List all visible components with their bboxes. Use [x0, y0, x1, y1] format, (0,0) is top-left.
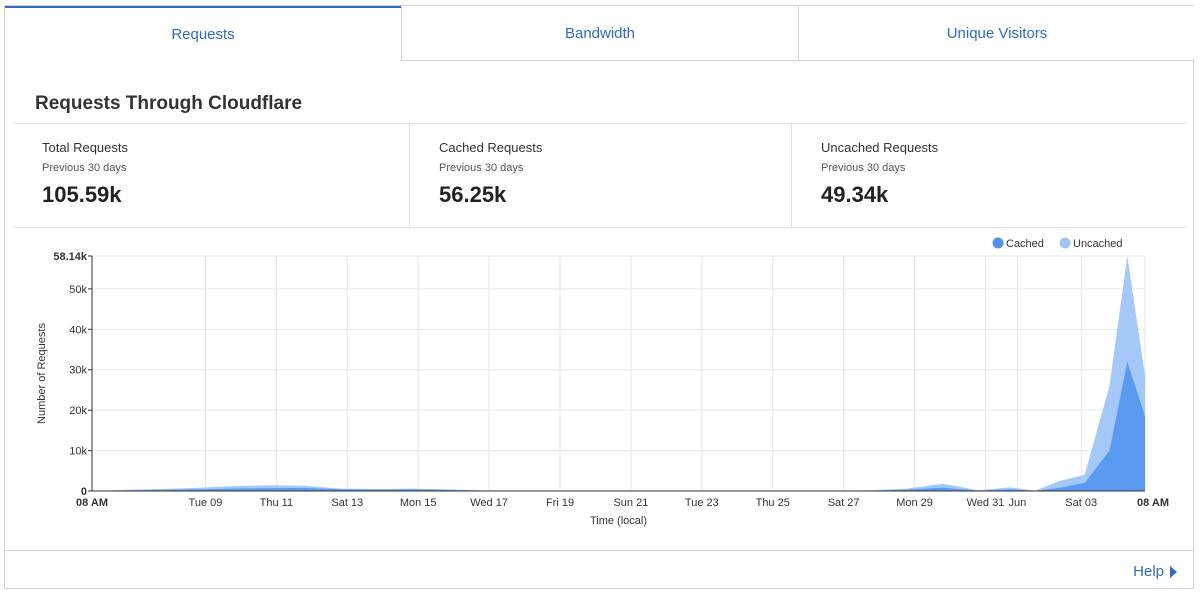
x-tick-label: Tue 09 [189, 497, 223, 509]
legend-swatch-cached [992, 237, 1004, 249]
stat-period: Previous 30 days [439, 162, 524, 174]
chart-legend: Cached Uncached [992, 237, 1123, 250]
area-cached [92, 361, 1145, 491]
x-tick-label: Jun [1008, 497, 1026, 509]
x-tick-label: Wed 17 [470, 497, 508, 509]
y-axis-title: Number of Requests [36, 323, 48, 424]
stat-value: 105.59k [42, 182, 122, 207]
x-tick-label: Mon 15 [400, 497, 437, 509]
x-tick-label: Mon 29 [896, 497, 933, 509]
analytics-card: Requests Bandwidth Unique Visitors Reque… [4, 5, 1195, 589]
tab-bar: Requests Bandwidth Unique Visitors [5, 6, 1195, 62]
chart-axes: 0 10k 20k 30k 40k 50k 58.14k 08 AM Tue 09 Thu 11 S… [36, 251, 1169, 527]
legend-swatch-uncached [1059, 237, 1071, 249]
stat-label: Uncached Requests [821, 140, 939, 155]
section-title: Requests Through Cloudflare [35, 93, 303, 114]
legend-label-uncached: Uncached [1073, 238, 1123, 250]
caret-right-icon [1170, 565, 1177, 578]
stat-total-requests: Total Requests Previous 30 days 105.59k [13, 124, 409, 227]
stat-label: Cached Requests [439, 140, 543, 155]
stat-value: 49.34k [821, 182, 889, 207]
x-tick-label: Sat 27 [828, 497, 860, 509]
tab-requests[interactable]: Requests [5, 6, 401, 61]
requests-area-chart: 0 10k 20k 30k 40k 50k 58.14k 08 AM Tue 09 Thu 11 S… [36, 237, 1169, 527]
y-tick-label: 30k [69, 365, 87, 377]
x-tick-label: Fri 19 [546, 497, 574, 509]
tab-unique-visitors[interactable]: Unique Visitors [798, 6, 1195, 61]
stat-period: Previous 30 days [42, 162, 127, 174]
y-tick-label: 20k [69, 405, 87, 417]
x-tick-label: Sat 13 [331, 497, 363, 509]
stat-value: 56.25k [439, 182, 507, 207]
help-link[interactable]: Help [1133, 563, 1177, 580]
stat-uncached-requests: Uncached Requests Previous 30 days 49.34… [791, 124, 1187, 227]
card-footer: Help [5, 550, 1193, 589]
help-label: Help [1133, 563, 1164, 580]
chart-grid [92, 255, 1146, 491]
tab-bandwidth[interactable]: Bandwidth [401, 6, 798, 61]
x-tick-label: Thu 25 [756, 497, 790, 509]
x-tick-label: Thu 11 [260, 497, 293, 509]
stats-row: Total Requests Previous 30 days 105.59k … [13, 123, 1187, 228]
y-tick-label: 58.14k [53, 251, 88, 263]
x-tick-label: Sat 03 [1065, 497, 1097, 509]
stat-cached-requests: Cached Requests Previous 30 days 56.25k [409, 124, 791, 227]
area-uncached [92, 256, 1145, 491]
y-tick-label: 10k [69, 446, 87, 458]
y-tick-label: 0 [81, 486, 87, 498]
x-tick-label: Sun 21 [613, 497, 648, 509]
y-tick-label: 50k [69, 284, 87, 296]
legend-label-cached: Cached [1006, 238, 1044, 250]
x-axis-title: Time (local) [590, 515, 647, 527]
y-tick-label: 40k [69, 324, 87, 336]
x-tick-label: 08 AM [1137, 497, 1169, 509]
stat-label: Total Requests [42, 140, 128, 155]
x-tick-label: Wed 31 [967, 497, 1005, 509]
stat-period: Previous 30 days [821, 162, 906, 174]
x-tick-label: 08 AM [76, 497, 108, 509]
chart-areas [92, 256, 1145, 491]
x-tick-label: Tue 23 [685, 497, 719, 509]
